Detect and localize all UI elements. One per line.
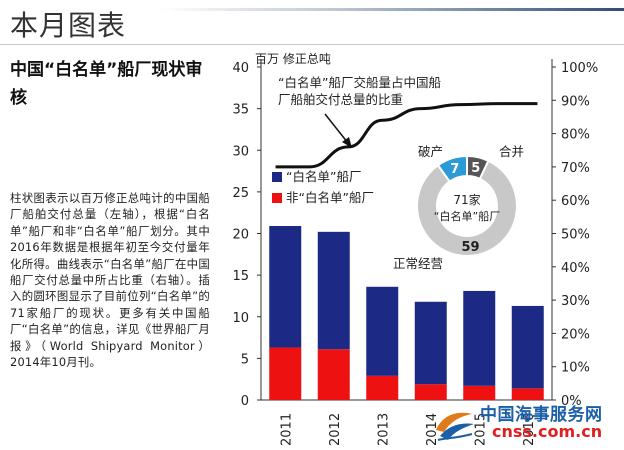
left-tick-label: 30 bbox=[232, 144, 249, 159]
right-tick-label: 70% bbox=[561, 161, 590, 176]
bar-non-whitelist bbox=[269, 347, 302, 400]
left-tick-label: 35 bbox=[232, 103, 249, 118]
annotation-arrow-head bbox=[342, 137, 352, 148]
left-tick-label: 10 bbox=[232, 311, 249, 326]
left-tick-label: 0 bbox=[241, 394, 249, 409]
x-tick-label: 2016 bbox=[522, 413, 537, 446]
legend-label: “白名单”船厂 bbox=[286, 169, 361, 184]
article-body: 柱状图表示以百万修正总吨计的中国船厂船舶交付总量（左轴），根据“白名单”船厂和非… bbox=[10, 191, 210, 370]
bar-non-whitelist bbox=[511, 388, 544, 400]
donut-value: 59 bbox=[461, 240, 479, 255]
left-axis-unit: 百万 修正总吨 bbox=[255, 51, 331, 66]
legend-label: 非“白名单”船厂 bbox=[286, 190, 374, 205]
left-tick-label: 15 bbox=[232, 269, 249, 284]
right-tick-label: 60% bbox=[561, 194, 590, 209]
left-tick-label: 40 bbox=[232, 61, 249, 76]
donut-value: 5 bbox=[471, 161, 480, 176]
share-line bbox=[275, 102, 538, 169]
watermark: 中国海事服务网 cnss.com.cn bbox=[432, 398, 622, 450]
page-title: 本月图表 bbox=[10, 9, 127, 42]
bar-non-whitelist bbox=[463, 385, 496, 400]
bar-non-whitelist bbox=[414, 384, 447, 400]
x-tick-label: 2013 bbox=[376, 413, 391, 446]
article-subtitle: 中国“白名单”船厂现状审核 bbox=[10, 60, 203, 108]
donut-center-count: 71家 bbox=[453, 192, 480, 207]
donut-label-normal: 正常经营 bbox=[393, 256, 443, 271]
right-tick-label: 20% bbox=[561, 327, 590, 342]
donut-label-bankrupt: 破产 bbox=[418, 144, 443, 159]
right-tick-label: 80% bbox=[561, 128, 590, 143]
bar-whitelist bbox=[317, 231, 350, 350]
left-tick-label: 5 bbox=[241, 352, 249, 367]
left-tick-label: 20 bbox=[232, 228, 249, 243]
header-rule bbox=[160, 8, 624, 11]
bar-non-whitelist bbox=[366, 375, 399, 400]
right-tick-label: 40% bbox=[561, 261, 590, 276]
right-tick-label: 0% bbox=[561, 394, 582, 409]
bar-whitelist bbox=[511, 305, 544, 389]
right-tick-label: 100% bbox=[561, 61, 598, 76]
header-divider bbox=[0, 44, 624, 45]
bar-non-whitelist bbox=[317, 349, 350, 400]
cnss-logo-icon bbox=[436, 412, 474, 441]
x-tick-label: 2015 bbox=[473, 413, 488, 446]
right-tick-label: 10% bbox=[561, 361, 590, 376]
bar-whitelist bbox=[366, 286, 399, 376]
annotation-arrow-shaft bbox=[324, 113, 349, 144]
header: 本月图表 bbox=[0, 0, 624, 45]
bar-whitelist bbox=[414, 301, 447, 385]
line-annotation: “白名单”船厂交船量占中国船 bbox=[278, 75, 441, 90]
bar-whitelist bbox=[463, 290, 496, 386]
left-tick-label: 25 bbox=[232, 186, 249, 201]
donut-value: 7 bbox=[450, 162, 459, 177]
watermark-url: cnss.com.cn bbox=[492, 422, 603, 441]
legend-swatch bbox=[272, 193, 282, 203]
x-tick-label: 2011 bbox=[279, 413, 294, 446]
donut-slice bbox=[416, 159, 518, 257]
legend-swatch bbox=[272, 172, 282, 182]
x-tick-label: 2014 bbox=[425, 413, 440, 446]
donut-label-merged: 合并 bbox=[499, 144, 524, 159]
watermark-site-name: 中国海事服务网 bbox=[480, 405, 603, 425]
bar-whitelist bbox=[269, 226, 302, 348]
right-tick-label: 30% bbox=[561, 294, 590, 309]
donut-center-label: “白名单”船厂 bbox=[434, 209, 500, 223]
right-tick-label: 90% bbox=[561, 94, 590, 109]
x-tick-label: 2012 bbox=[328, 413, 343, 446]
right-tick-label: 50% bbox=[561, 228, 590, 243]
line-annotation: 厂船舶交付总量的比重 bbox=[278, 92, 403, 107]
